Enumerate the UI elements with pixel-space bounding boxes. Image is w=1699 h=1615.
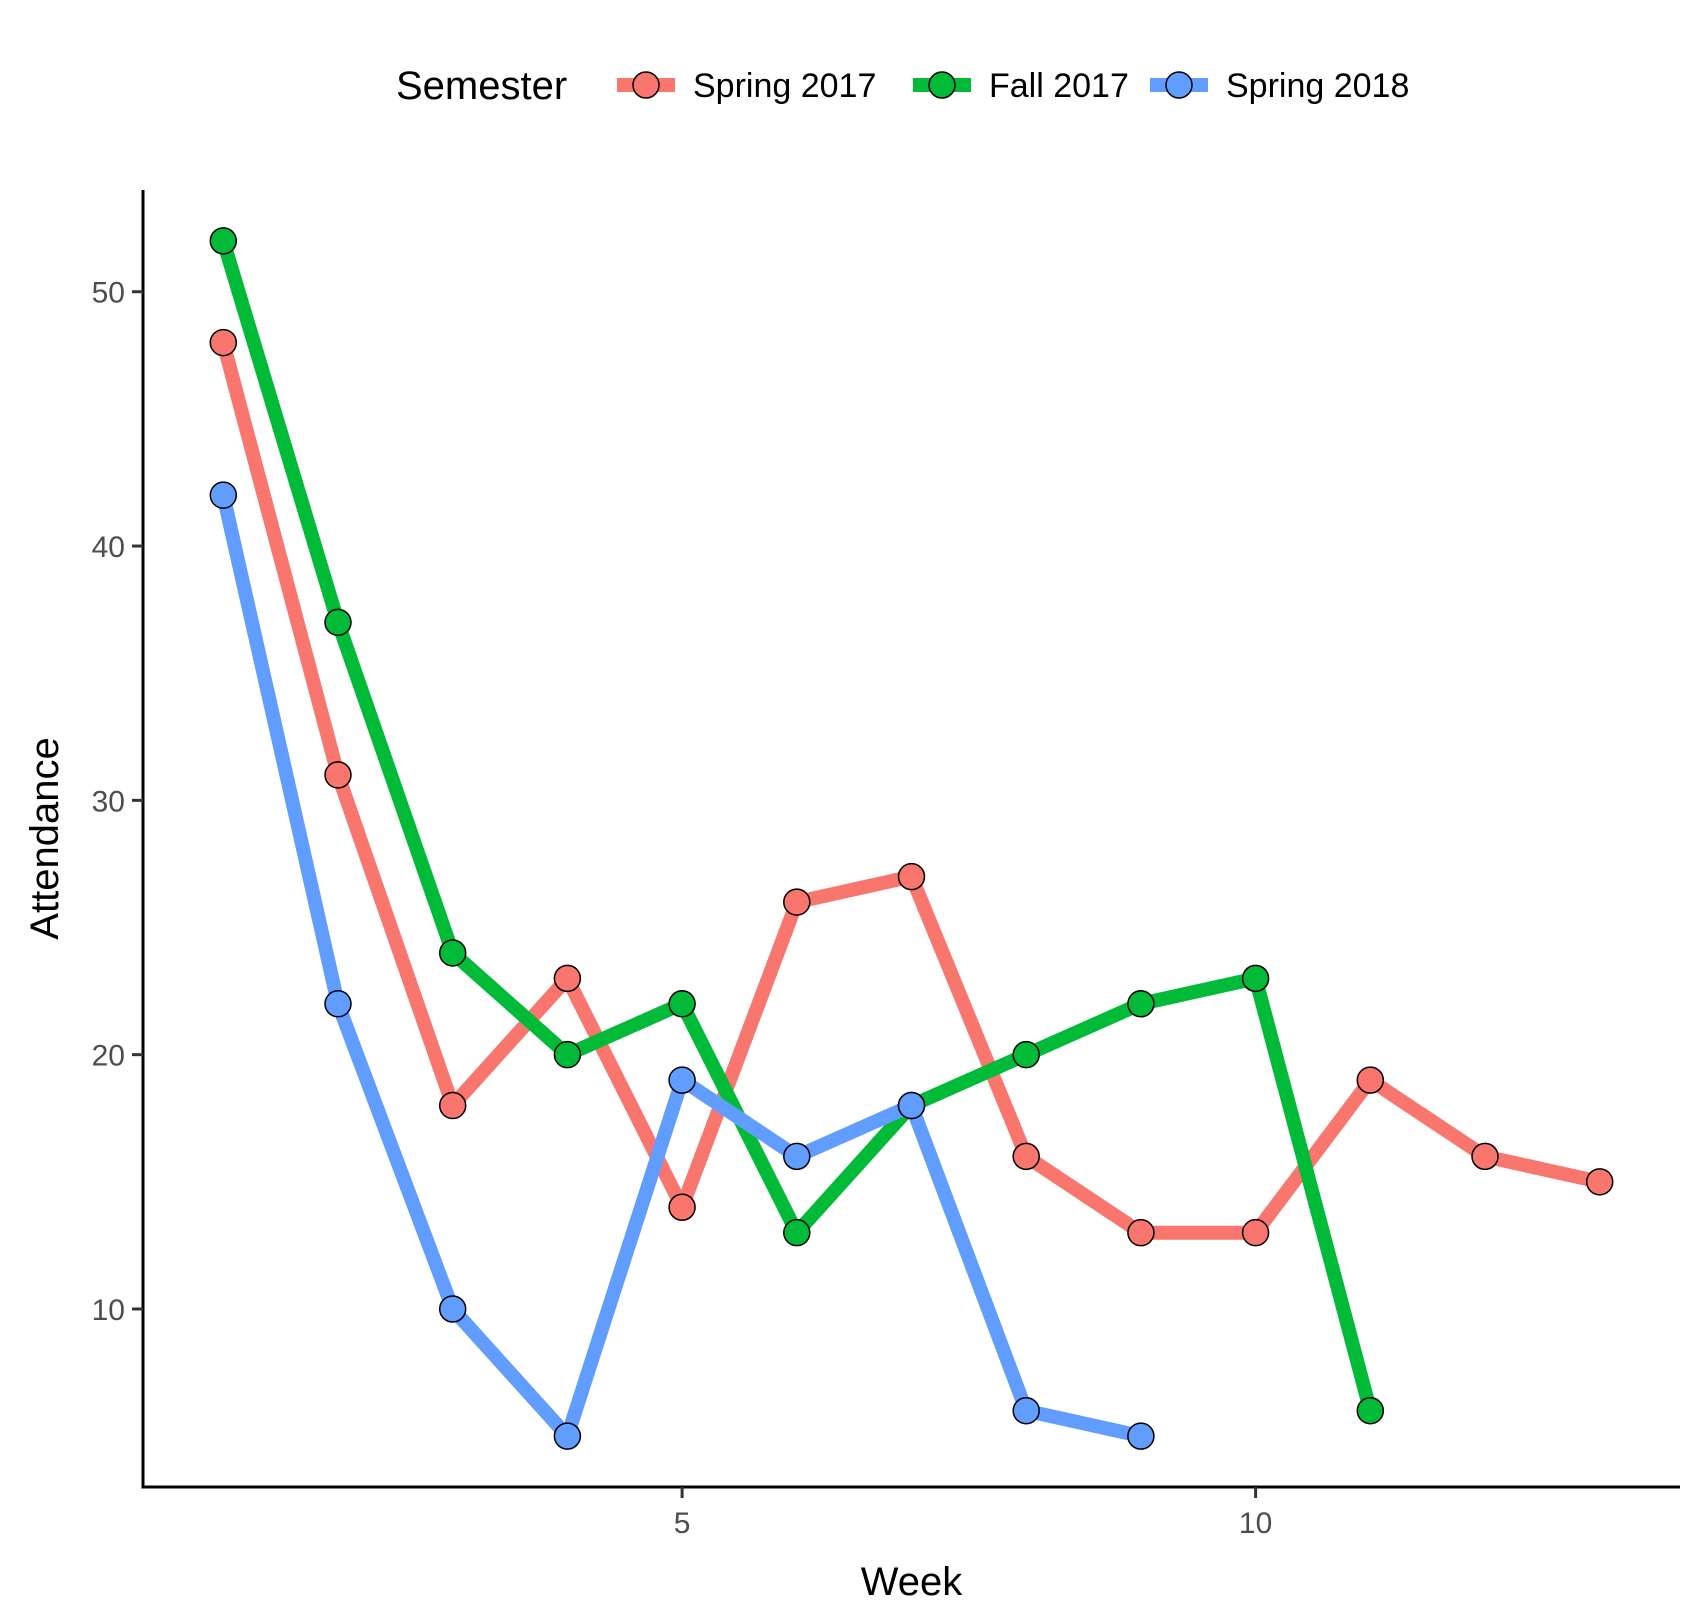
- x-tick-label: 10: [1239, 1507, 1272, 1540]
- x-tick-label: 5: [674, 1507, 691, 1540]
- legend-key-point: [1165, 71, 1193, 99]
- legend: Semester Spring 2017 Fall 2017 Spring 2018: [396, 64, 1409, 108]
- series-2-point: [209, 227, 238, 255]
- axes: 10 20 30 40 50 5 10 Week Attendance: [23, 190, 1680, 1604]
- legend-label: Spring 2017: [693, 67, 876, 105]
- legend-key-point: [928, 71, 956, 99]
- series-2-point: [553, 1040, 582, 1069]
- y-tick-label: 40: [92, 531, 125, 564]
- series-2-point: [1241, 964, 1270, 993]
- series-3-point: [897, 1091, 926, 1120]
- y-axis-title: Attendance: [23, 737, 67, 939]
- y-ticks: 10 20 30 40 50: [92, 277, 143, 1327]
- series-1-point: [1012, 1142, 1040, 1171]
- series-3-point: [1012, 1396, 1040, 1425]
- series-2-point: [1356, 1396, 1385, 1425]
- y-tick-label: 30: [92, 785, 125, 818]
- series-3-point: [553, 1422, 582, 1450]
- series-1-point: [1127, 1218, 1155, 1247]
- series-2-point: [324, 608, 352, 637]
- series-line-3: [216, 493, 1143, 1444]
- legend-entry-3: Spring 2018: [1150, 67, 1409, 105]
- legend-title: Semester: [396, 64, 567, 108]
- series-3-point: [209, 481, 238, 509]
- series-1-point: [783, 888, 811, 916]
- series-2-point: [1012, 1040, 1040, 1069]
- series-2-point: [668, 990, 696, 1018]
- series-1-point: [1471, 1142, 1499, 1171]
- series-3-point: [1127, 1422, 1155, 1450]
- series-lines: [216, 238, 1602, 1444]
- x-ticks: 5 10: [674, 1487, 1272, 1540]
- series-2-point: [438, 939, 467, 967]
- x-axis-title: Week: [861, 1560, 964, 1604]
- series-1-point: [1585, 1168, 1614, 1196]
- y-tick-label: 10: [92, 1294, 125, 1327]
- series-layer: [209, 227, 1614, 1450]
- series-2-point: [783, 1218, 811, 1247]
- series-3-point: [438, 1295, 467, 1323]
- legend-entry-1: Spring 2017: [617, 67, 876, 105]
- series-3-point: [324, 990, 352, 1018]
- legend-label: Spring 2018: [1226, 67, 1409, 105]
- legend-label: Fall 2017: [989, 67, 1129, 105]
- series-2-point: [1127, 990, 1155, 1018]
- series-1-point: [553, 964, 582, 993]
- series-points: [209, 227, 1614, 1450]
- y-tick-label: 20: [92, 1040, 125, 1073]
- series-3-point: [668, 1066, 696, 1094]
- series-1-point: [324, 761, 352, 789]
- series-1-point: [897, 862, 926, 891]
- series-1-point: [438, 1091, 467, 1120]
- series-3-point: [783, 1142, 811, 1171]
- legend-key-point: [632, 71, 660, 99]
- series-1-point: [1356, 1066, 1385, 1094]
- y-tick-label: 50: [92, 277, 125, 310]
- series-1-point: [1241, 1218, 1270, 1247]
- legend-entry-2: Fall 2017: [913, 67, 1129, 105]
- series-1-point: [209, 328, 238, 357]
- series-1-point: [668, 1193, 696, 1222]
